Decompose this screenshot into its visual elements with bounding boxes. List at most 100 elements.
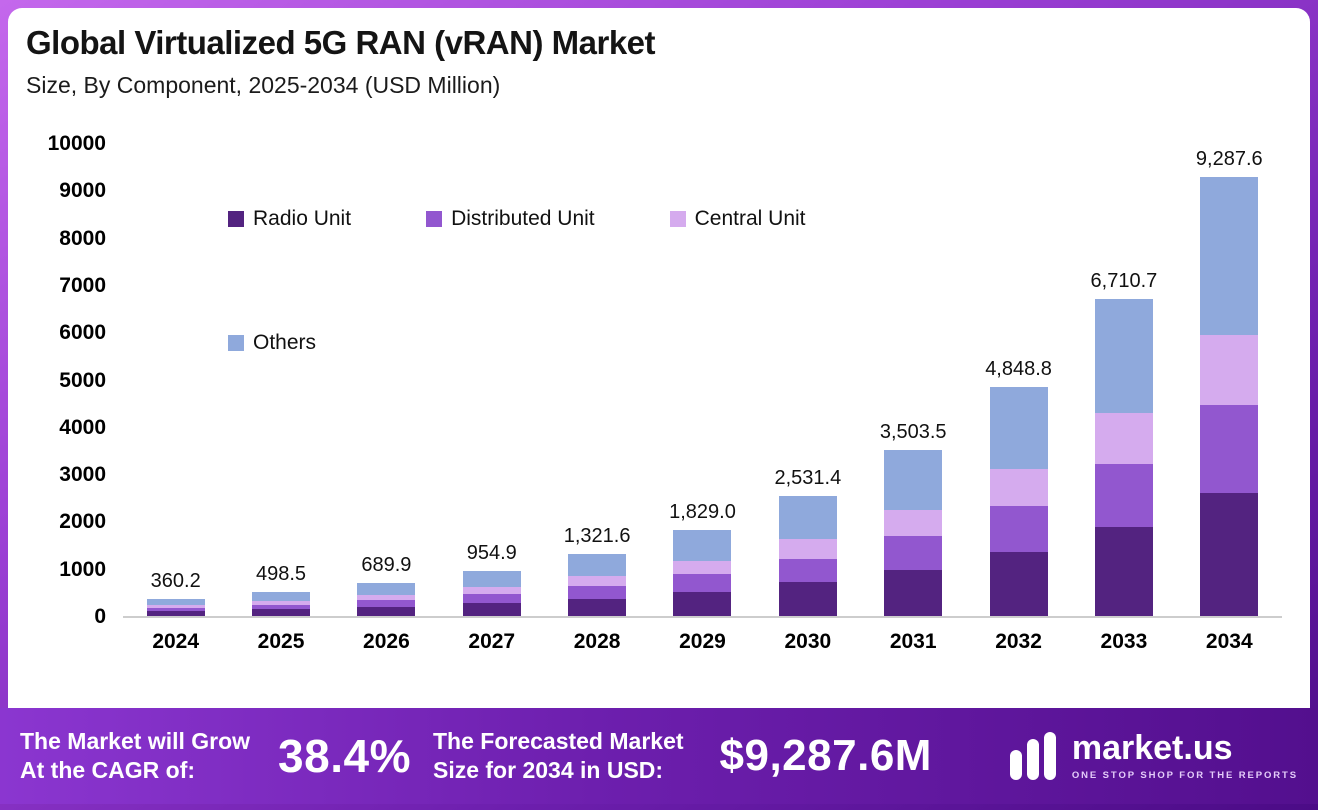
bar-segment-others [146,599,205,606]
bar-segment-others [357,583,416,596]
bar-segment-distributed-unit [568,586,627,599]
bar-segment-radio-unit [146,611,205,616]
legend-swatch [228,211,244,227]
bar-stack [1200,176,1259,616]
bar-stack [884,450,943,616]
x-axis-label-2032: 2032 [995,630,1042,653]
bar-segment-central-unit [462,587,521,595]
y-tick-label: 9000 [59,179,106,203]
bar-segment-others [989,386,1048,470]
bar-segment-distributed-unit [462,594,521,604]
bar-column-2025: 498.5 [252,563,311,616]
bar-stack [146,599,205,616]
legend-swatch [669,211,686,227]
bar-segment-radio-unit [568,598,627,616]
bar-column-2027: 954.9 [462,541,521,616]
y-tick-label: 4000 [59,415,106,439]
y-tick-label: 8000 [59,226,106,250]
bar-total-label: 9,287.6 [1195,147,1263,170]
marketus-logo-icon [1009,732,1056,780]
y-tick-label: 1000 [59,557,106,581]
bar-segment-central-unit [673,560,732,575]
legend-item-central-unit: Central Unit [669,207,806,231]
bar-total-label: 954.9 [466,541,517,564]
y-tick-label: 7000 [59,273,106,297]
y-tick-label: 6000 [59,321,106,345]
bar-column-2024: 360.2 [146,570,205,616]
legend-label: Central Unit [694,207,806,230]
page-title: Global Virtualized 5G RAN (vRAN) Market [26,24,656,61]
bar-segment-central-unit [1094,412,1153,464]
x-axis-label-2034: 2034 [1205,630,1253,653]
legend-item-distributed-unit: Distributed Unit [426,207,595,231]
x-axis: 2024 2025 2026 2027 2028 2029 2030 2031 2032 2033… [123,630,1282,654]
bar-column-2034: 9,287.6 [1196,148,1263,616]
bar-segment-others [252,592,311,601]
bar-stack [252,592,311,616]
brand: market.us ONE STOP SHOP FOR THE REPORTS [1008,730,1298,782]
legend-label: Distributed Unit [451,207,595,230]
bar-stack [462,570,521,616]
y-axis: 0 1000 2000 3000 4000 5000 6000 7000 8000 9000 100… [18,115,113,675]
bar-segment-radio-unit [357,606,416,616]
bar-total-label: 2,531.4 [774,467,842,490]
x-axis-label-2029: 2029 [679,630,726,653]
legend-item-radio-unit: Radio Unit [228,207,351,231]
bar-stack [568,553,627,616]
bar-column-2026: 689.9 [357,554,416,616]
footer-banner: The Market will Grow At the CAGR of: 38.… [0,708,1318,804]
bar-segment-distributed-unit [252,604,311,610]
bar-column-2031: 3,503.5 [880,421,947,616]
bar-stack [778,496,837,616]
legend-swatch [228,335,244,351]
bar-segment-others [778,496,837,540]
page-subtitle: Size, By Component, 2025-2034 (USD Milli… [26,72,501,98]
bar-segment-distributed-unit [1094,463,1153,528]
y-tick-label: 0 [94,605,106,628]
bar-segment-distributed-unit [1200,405,1259,493]
legend: Radio Unit Distributed Unit Central Unit [228,207,806,231]
x-axis-label-2033: 2033 [1100,630,1148,653]
bar-segment-central-unit [252,600,311,605]
legend-row-others: Others [228,331,316,355]
brand-name: market.us [1071,729,1233,767]
bar-segment-others [884,450,943,510]
x-axis-label-2025: 2025 [257,630,305,653]
bar-segment-radio-unit [989,551,1048,616]
forecast-value: $9,287.6M [719,731,932,780]
bar-segment-others [1200,176,1259,335]
bar-segment-central-unit [568,576,627,586]
legend-swatch [426,211,443,227]
x-axis-label-2027: 2027 [468,630,516,653]
bars-container: 360.2 498.5 689.9 954.9 1,321.6 1,829.0 2,531.… [123,145,1282,616]
cagr-label: The Market will Grow At the CAGR of: [20,727,250,786]
bar-segment-central-unit [778,539,837,559]
brand-tagline: ONE STOP SHOP FOR THE REPORTS [1071,770,1298,781]
bar-column-2030: 2,531.4 [774,467,841,616]
x-axis-label-2030: 2030 [784,630,832,653]
bar-total-label: 3,503.5 [879,421,947,444]
bar-segment-central-unit [884,509,943,537]
forecast-label-line1: The Forecasted Market [432,727,684,754]
bar-segment-radio-unit [462,603,521,616]
stacked-bar-chart: 0 1000 2000 3000 4000 5000 6000 7000 8000 9000 100… [18,115,1300,675]
legend-item-others: Others [228,331,316,355]
cagr-label-line2: At the CAGR of: [20,757,196,783]
bar-segment-others [1094,298,1153,413]
bar-segment-others [462,570,521,588]
bar-segment-radio-unit [252,609,311,616]
bar-segment-distributed-unit [357,600,416,607]
bar-segment-radio-unit [1094,527,1153,616]
x-axis-label-2024: 2024 [152,630,200,653]
bar-stack [357,583,416,616]
bar-total-label: 1,829.0 [669,500,736,523]
bar-total-label: 1,321.6 [563,524,631,547]
x-axis-label-2026: 2026 [363,630,410,653]
legend-label: Others [253,331,317,354]
forecast-label-line2: Size for 2034 in USD: [432,757,664,783]
cagr-label-line1: The Market will Grow [20,727,251,754]
bar-segment-central-unit [146,605,205,608]
bar-segment-central-unit [1200,334,1259,406]
brand-text: market.us ONE STOP SHOP FOR THE REPORTS [1072,731,1298,781]
